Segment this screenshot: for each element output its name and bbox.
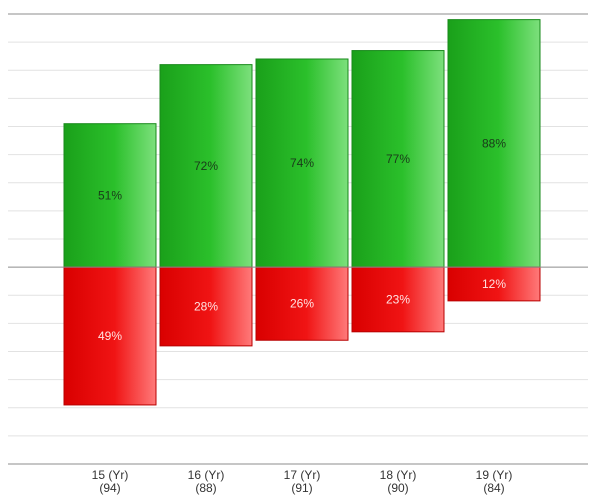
- x-tick-label-line2: (90): [387, 481, 409, 495]
- x-tick-label-line1: 18 (Yr): [379, 468, 417, 482]
- x-tick-label-line2: (88): [195, 481, 217, 495]
- data-label-positive: 72%: [194, 159, 218, 173]
- data-label-positive: 74%: [290, 156, 314, 170]
- x-tick-label-line2: (84): [483, 481, 505, 495]
- data-label-negative: 49%: [98, 329, 122, 343]
- bar-negative: [63, 266, 157, 406]
- bar-positive: [351, 50, 445, 268]
- data-label-positive: 88%: [482, 136, 506, 150]
- x-tick-label: 16 (Yr) (88): [156, 469, 256, 495]
- x-tick-label-line1: 17 (Yr): [283, 468, 321, 482]
- x-tick-label: 15 (Yr) (94): [60, 469, 160, 495]
- data-labels-layer: 51% 49% 72% 28% 74% 26% 77% 23% 88% 12%: [98, 136, 506, 343]
- data-label-negative: 12%: [482, 277, 506, 291]
- x-tick-label-line1: 19 (Yr): [475, 468, 513, 482]
- x-tick-label: 18 (Yr) (90): [348, 469, 448, 495]
- bars-layer: [63, 19, 541, 406]
- x-tick-label: 19 (Yr) (84): [444, 469, 544, 495]
- x-tick-label-line2: (94): [99, 481, 121, 495]
- bar-positive: [63, 123, 157, 268]
- bar-negative: [351, 266, 445, 333]
- data-label-negative: 23%: [386, 292, 410, 306]
- data-label-negative: 28%: [194, 300, 218, 314]
- x-tick-label-line1: 15 (Yr): [91, 468, 129, 482]
- data-label-negative: 26%: [290, 297, 314, 311]
- bar-negative: [447, 266, 541, 302]
- x-tick-label-line1: 16 (Yr): [187, 468, 225, 482]
- data-label-positive: 77%: [386, 152, 410, 166]
- bar-negative: [255, 266, 349, 341]
- bar-positive: [255, 58, 349, 268]
- x-tick-label: 17 (Yr) (91): [252, 469, 352, 495]
- bar-negative: [159, 266, 253, 347]
- bar-positive: [447, 19, 541, 268]
- axis-lines: [8, 13, 588, 465]
- x-tick-label-line2: (91): [291, 481, 313, 495]
- data-label-positive: 51%: [98, 188, 122, 202]
